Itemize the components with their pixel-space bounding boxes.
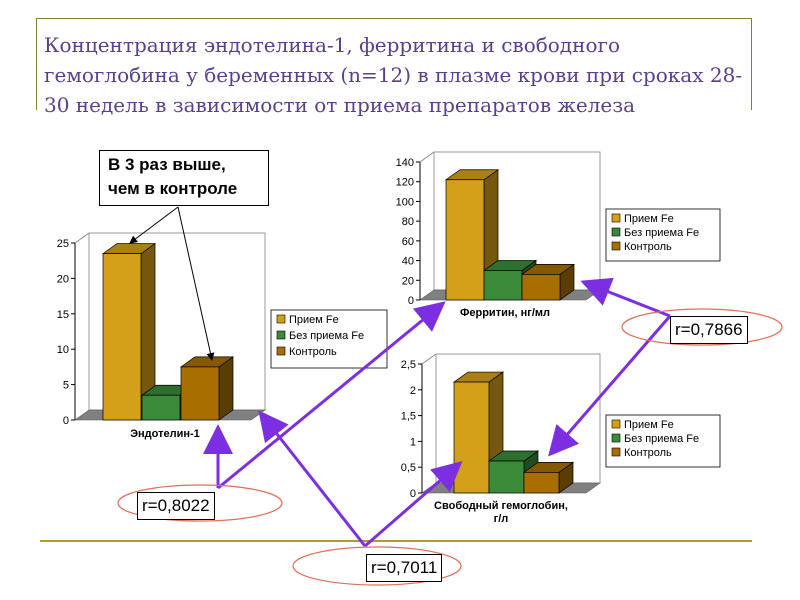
axis-depth-line <box>421 353 437 365</box>
arrow-r3-ferritin <box>580 277 671 318</box>
legend-swatch <box>276 346 286 356</box>
y-tick-label: 120 <box>396 177 414 189</box>
legend-swatch <box>276 330 286 340</box>
legend-label: Прием Fe <box>289 314 339 326</box>
legend-swatch <box>611 447 621 457</box>
legend-label: Прием Fe <box>624 213 674 225</box>
y-tick-label: 25 <box>57 238 69 250</box>
legend: Прием Fe Без приема Fe Контроль <box>605 414 721 468</box>
legend-box <box>270 309 388 369</box>
callout-box: В 3 раз выше, чем в контроле <box>99 150 269 206</box>
legend-swatch <box>611 213 621 223</box>
arrow-r3-hemoglobin <box>548 315 672 457</box>
correlation-arrows <box>203 277 672 548</box>
y-tick-label: 0 <box>63 415 69 427</box>
legend-label: Без приема Fe <box>624 433 699 445</box>
bar-0-2 <box>179 356 235 421</box>
legend-swatch <box>611 419 621 429</box>
arrow-r2-endothelin <box>258 410 367 547</box>
title-frame-right <box>751 18 752 110</box>
bottom-rule <box>40 540 752 542</box>
correlation-r2: r=0,7011 <box>366 554 443 582</box>
legend-label: Прием Fe <box>624 419 674 431</box>
y-tick-label: 80 <box>402 216 414 228</box>
y-tick-label: 60 <box>402 236 414 248</box>
legend-label: Без приема Fe <box>624 227 699 239</box>
y-tick-label: 1 <box>410 436 416 448</box>
bar-side <box>218 356 234 421</box>
legend-label: Контроль <box>624 447 672 459</box>
legend-swatch <box>276 314 286 324</box>
legend: Прием Fe Без приема Fe Контроль <box>270 309 388 369</box>
legend-label: Контроль <box>289 346 337 358</box>
legend-swatch <box>611 433 621 443</box>
y-tick-label: 15 <box>57 309 69 321</box>
arrow-r1-ferritin <box>217 301 446 490</box>
bar-front <box>141 394 181 421</box>
slide-title: Концентрация эндотелина-1, ферритина и с… <box>44 33 743 117</box>
legend-box <box>605 414 721 468</box>
y-tick-label: 0 <box>408 295 414 307</box>
axis-depth-line <box>419 151 435 163</box>
chart-ferritin: 0 20 40 60 80 100 120 140 Ферритин, нг/мл Прием F… <box>396 151 721 319</box>
y-tick-label: 20 <box>57 273 69 285</box>
bar-front <box>102 253 142 421</box>
correlation-r1: r=0,8022 <box>137 492 215 520</box>
y-tick-label: 1,5 <box>401 411 416 423</box>
legend-label: Без приема Fe <box>289 330 364 342</box>
y-tick-label: 10 <box>57 344 69 356</box>
bar-front <box>483 270 523 301</box>
bar-front <box>453 381 490 494</box>
y-tick-label: 100 <box>396 196 414 208</box>
legend-label: Контроль <box>624 241 672 253</box>
y-tick-label: 2 <box>410 385 416 397</box>
x-axis-label: Эндотелин-1 <box>130 428 200 440</box>
bar-0-0 <box>101 242 157 421</box>
bar-1-2 <box>520 263 576 301</box>
legend-box <box>605 208 721 262</box>
bar-front <box>523 472 560 494</box>
ellipse-r3 <box>621 308 783 346</box>
bar-2-2 <box>522 461 575 494</box>
legend-swatch <box>611 241 621 251</box>
correlation-r3: r=0,7866 <box>670 316 748 344</box>
callout-pointer-2 <box>177 206 215 361</box>
ellipse-r2 <box>292 546 462 586</box>
y-tick-label: 140 <box>396 157 414 169</box>
bar-front <box>488 460 525 494</box>
chart-hemoglobin: 0 0,5 1 1,5 2 2,5 Свободный гемоглобин,г/л Прие… <box>401 353 721 525</box>
arrow-r2-hemoglobin <box>364 461 463 548</box>
y-tick-label: 40 <box>402 256 414 268</box>
x-axis-label: Ферритин, нг/мл <box>460 307 550 319</box>
bar-front <box>445 179 485 301</box>
chart-endothelin: 0 5 10 15 20 25 Эндотелин-1 Прием Fe Без приема … <box>57 232 388 440</box>
title-frame-top <box>36 18 752 19</box>
x-axis-label-line1: Свободный гемоглобин, <box>434 500 568 512</box>
y-tick-label: 5 <box>63 380 69 392</box>
x-axis-label-line2: г/л <box>494 513 509 525</box>
title-frame-left <box>36 18 37 110</box>
y-tick-label: 2,5 <box>401 359 416 371</box>
y-tick-label: 0 <box>410 488 416 500</box>
legend-swatch <box>611 227 621 237</box>
legend: Прием Fe Без приема Fe Контроль <box>605 208 721 262</box>
callout-pointer-1 <box>129 206 179 244</box>
bar-front <box>180 366 220 421</box>
y-tick-label: 20 <box>402 275 414 287</box>
axis-depth-line <box>74 232 90 244</box>
y-tick-label: 0,5 <box>401 462 416 474</box>
bar-front <box>521 274 561 301</box>
ellipse-r1 <box>117 484 283 522</box>
